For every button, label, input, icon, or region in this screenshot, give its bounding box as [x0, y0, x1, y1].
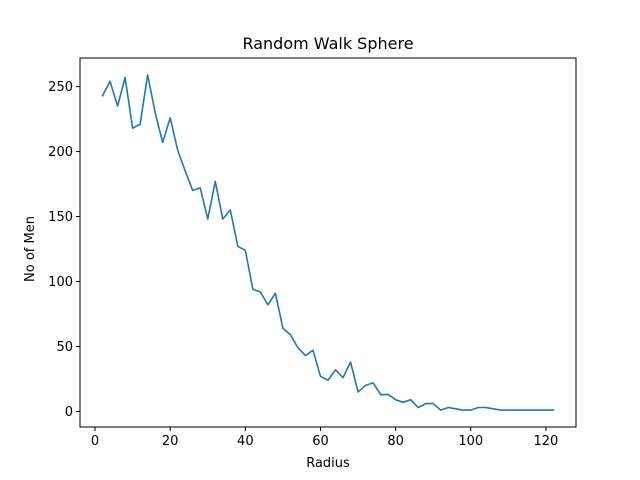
y-tick-label: 200 — [48, 145, 73, 160]
x-axis-ticks: 0 20 40 60 80 100 120 — [91, 427, 558, 449]
y-tick-label: 0 — [65, 405, 73, 420]
y-tick-label: 100 — [48, 275, 73, 290]
y-tick-label: 250 — [48, 80, 73, 95]
x-tick-label: 0 — [91, 434, 99, 449]
y-tick-label: 150 — [48, 210, 73, 225]
chart-title: Random Walk Sphere — [242, 34, 413, 53]
plot-frame — [79, 57, 577, 428]
x-tick-label: 120 — [534, 434, 559, 449]
x-tick-label: 20 — [162, 434, 179, 449]
x-tick-label: 100 — [458, 434, 483, 449]
x-tick-label: 60 — [312, 434, 329, 449]
series-line-1 — [101, 74, 555, 411]
y-axis-label: No of Men — [23, 216, 38, 282]
series-layer — [101, 74, 555, 411]
x-tick-label: 40 — [237, 434, 254, 449]
x-tick-label: 80 — [387, 434, 404, 449]
y-axis-ticks: 0 50 100 150 200 250 — [48, 80, 80, 420]
x-axis-label: Radius — [306, 456, 350, 471]
y-tick-label: 50 — [56, 340, 73, 355]
